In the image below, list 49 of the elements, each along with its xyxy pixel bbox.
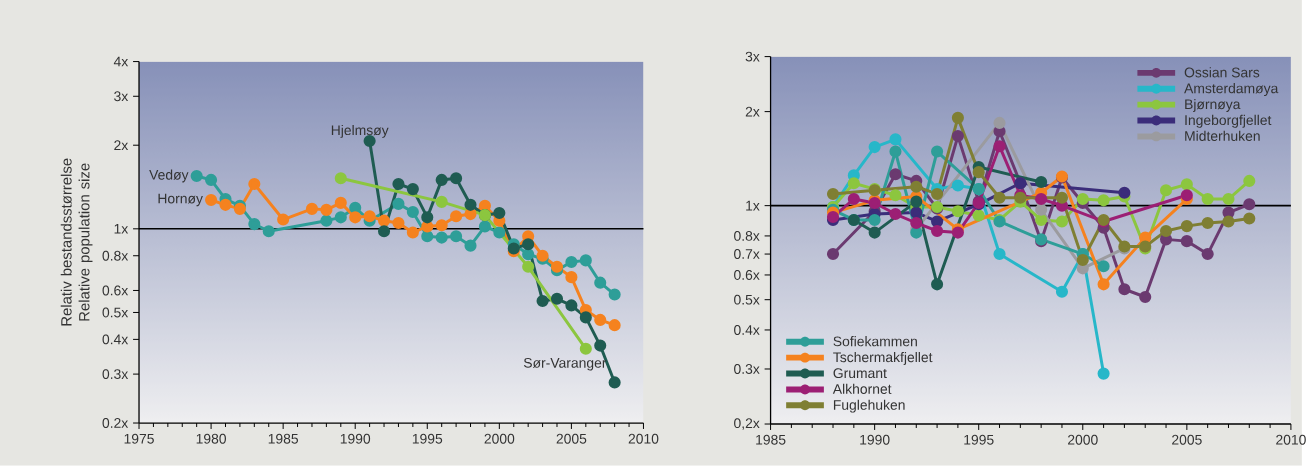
legend-label: Sofiekammen xyxy=(833,336,917,347)
y-tick-label: 0.8x xyxy=(102,250,129,261)
y-tick-label: 0,2x xyxy=(734,418,760,430)
y-tick-label: 0.5x xyxy=(102,307,129,318)
y-tick-label: 0.4x xyxy=(734,325,760,336)
x-tick-label: 1990 xyxy=(340,433,371,444)
series-label: Sør-Varanger xyxy=(523,358,607,371)
legend-label: Ossian Sars xyxy=(1184,67,1260,78)
y-tick-label: 0.6x xyxy=(102,285,129,296)
y-tick-label: 0.5x xyxy=(734,294,760,305)
x-tick-label: 1980 xyxy=(196,433,226,444)
legend-label: Tschermakfjellet xyxy=(833,352,933,366)
y-tick-label: 0.2x xyxy=(102,418,129,429)
series-label: Hjelmsøy xyxy=(331,125,389,138)
legend-label: Midterhuken xyxy=(1185,130,1260,142)
y-tick-label: 0.7x xyxy=(734,249,760,260)
y-tick-label: 3x xyxy=(114,91,129,102)
x-tick-label: 2010 xyxy=(628,433,659,444)
y-tick-label: 0.4x xyxy=(102,334,129,345)
legend-label: Bjørnøya xyxy=(1185,99,1241,113)
legend-label: Grumant xyxy=(833,368,887,379)
x-tick-label: 2010 xyxy=(1276,434,1306,445)
legend-label: Ingeborgfjellet xyxy=(1185,114,1272,128)
x-tick-label: 2000 xyxy=(1068,434,1098,445)
x-tick-label: 1985 xyxy=(268,433,299,444)
y-tick-label: 4x xyxy=(113,56,129,67)
x-tick-label: 1995 xyxy=(412,433,443,444)
y-tick-label: 0.8x xyxy=(734,231,760,241)
x-tick-label: 1995 xyxy=(964,434,994,445)
x-tick-label: 1990 xyxy=(860,434,890,445)
y-tick-label: 0.6x xyxy=(734,270,760,281)
x-tick-label: 2005 xyxy=(1172,434,1202,445)
y-tick-label: 0.3x xyxy=(734,364,760,375)
y-tick-label: 2x xyxy=(114,140,129,151)
y-tick-label: 0.3x xyxy=(102,369,129,380)
y-axis-title: Relativ bestandsstørrelse Relative population size xyxy=(60,158,93,326)
legend-label: Fuglehuken xyxy=(833,399,905,413)
legend-label: Amsterdamøya xyxy=(1184,83,1279,97)
x-tick-label: 2000 xyxy=(484,433,515,444)
y-tick-label: 2x xyxy=(745,106,760,117)
y-tick-label: 1x xyxy=(746,201,760,211)
y-tick-label: 3x xyxy=(745,51,760,62)
x-tick-label: 1975 xyxy=(124,433,154,444)
x-tick-label: 2005 xyxy=(556,433,587,444)
series-label: Vedøy xyxy=(149,169,189,183)
legend-label: Alkhornet xyxy=(832,383,892,395)
y-tick-label: 1x xyxy=(114,224,129,234)
series-label: Hornøy xyxy=(158,193,203,207)
x-tick-label: 1985 xyxy=(756,434,786,445)
